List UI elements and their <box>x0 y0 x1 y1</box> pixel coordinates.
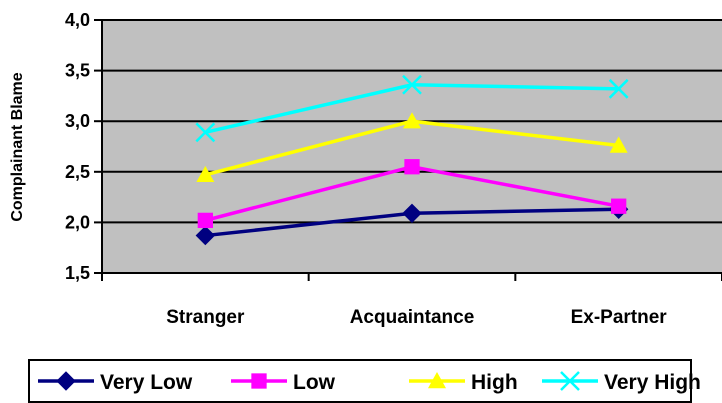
y-tick-label: 3,5 <box>65 61 90 81</box>
y-tick-label: 2,5 <box>65 162 90 182</box>
series-high <box>196 112 628 183</box>
triangle-marker <box>609 136 628 153</box>
y-tick-labels: 1,5 2,0 2,5 3,0 3,5 4,0 <box>65 10 90 283</box>
triangle-marker <box>428 372 446 389</box>
legend-item-high: High <box>409 371 518 394</box>
y-tick-label: 1,5 <box>65 263 90 283</box>
series-very-high <box>195 74 629 143</box>
x-marker <box>195 122 216 143</box>
diamond-marker <box>195 225 216 246</box>
x-marker-stroke <box>195 122 216 143</box>
x-marker <box>560 371 580 391</box>
legend-item-very-low: Very Low <box>38 371 193 394</box>
x-marker <box>608 78 629 99</box>
y-tick-label: 4,0 <box>65 10 90 30</box>
legend-item-low: Low <box>231 371 336 394</box>
triangle-marker <box>196 165 215 183</box>
legend-label: Very High <box>604 371 701 394</box>
square-marker <box>404 159 420 175</box>
legend-label: High <box>471 371 518 394</box>
square-marker <box>251 373 267 389</box>
square-marker <box>611 198 627 214</box>
y-tick-label: 3,0 <box>65 111 90 131</box>
legend-item-very-high: Very High <box>542 371 701 394</box>
series-lines <box>195 74 629 246</box>
legend: Very Low Low High Very High <box>28 359 701 403</box>
x-tick-label: Stranger <box>166 307 245 328</box>
legend-label: Low <box>293 371 336 394</box>
diamond-marker <box>402 203 422 223</box>
square-marker <box>197 212 213 229</box>
axes <box>94 19 722 281</box>
diamond-marker <box>56 371 76 391</box>
y-axis-title: Complainant Blame <box>9 72 26 221</box>
series-low <box>197 159 627 229</box>
x-tick-label: Ex-Partner <box>571 307 668 328</box>
legend-label: Very Low <box>100 371 193 394</box>
x-marker-stroke <box>402 74 422 95</box>
x-marker-stroke <box>560 371 580 391</box>
x-marker-stroke <box>608 78 629 99</box>
plot-area <box>102 20 722 273</box>
triangle-marker <box>403 112 421 129</box>
y-tick-label: 2,0 <box>65 212 90 232</box>
x-tick-label: Acquaintance <box>350 307 475 328</box>
x-marker <box>402 74 422 95</box>
x-tick-labels: Stranger Acquaintance Ex-Partner <box>166 307 667 328</box>
